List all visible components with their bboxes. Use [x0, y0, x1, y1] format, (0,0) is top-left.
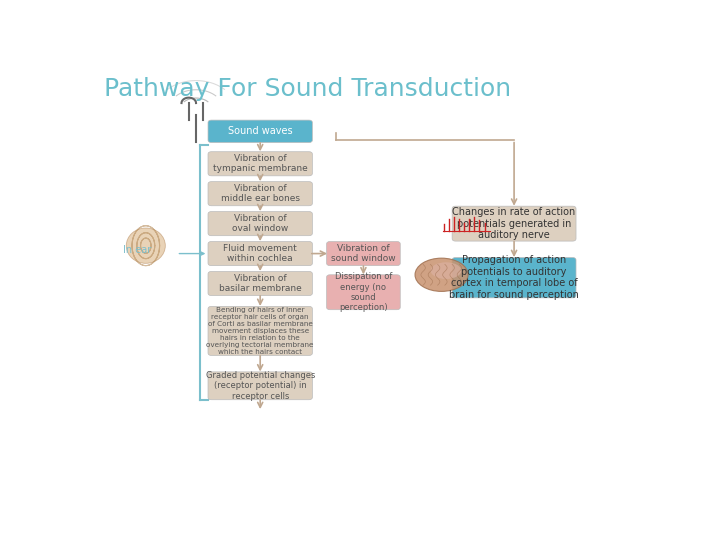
Ellipse shape	[415, 258, 468, 292]
Text: Propagation of action
potentials to auditory
cortex in temporal lobe of
brain fo: Propagation of action potentials to audi…	[449, 255, 579, 300]
FancyBboxPatch shape	[208, 181, 312, 206]
FancyBboxPatch shape	[208, 241, 312, 266]
Text: Vibration of
oval window: Vibration of oval window	[232, 214, 288, 233]
FancyBboxPatch shape	[208, 372, 312, 400]
Text: Pathway For Sound Transduction: Pathway For Sound Transduction	[104, 77, 511, 102]
FancyBboxPatch shape	[327, 275, 400, 310]
Text: Vibration of
middle ear bones: Vibration of middle ear bones	[221, 184, 300, 204]
Text: Vibration of
sound window: Vibration of sound window	[331, 244, 396, 264]
Text: In ear: In ear	[124, 245, 152, 255]
FancyBboxPatch shape	[208, 120, 312, 143]
FancyBboxPatch shape	[452, 206, 576, 241]
FancyBboxPatch shape	[208, 306, 312, 355]
Text: Vibration of
tympanic membrane: Vibration of tympanic membrane	[213, 154, 307, 173]
FancyBboxPatch shape	[452, 258, 576, 298]
Text: Dissipation of
energy (no
sound
perception): Dissipation of energy (no sound percepti…	[335, 272, 392, 312]
Ellipse shape	[126, 228, 166, 264]
Text: Fluid movement
within cochlea: Fluid movement within cochlea	[223, 244, 297, 264]
FancyBboxPatch shape	[208, 212, 312, 235]
Text: Changes in rate of action
potentials generated in
auditory nerve: Changes in rate of action potentials gen…	[452, 207, 576, 240]
Text: Vibration of
basilar membrane: Vibration of basilar membrane	[219, 274, 302, 293]
Text: Graded potential changes
(receptor potential) in
receptor cells: Graded potential changes (receptor poten…	[205, 371, 315, 401]
Text: Sound waves: Sound waves	[228, 126, 292, 136]
FancyBboxPatch shape	[208, 152, 312, 176]
Ellipse shape	[431, 262, 462, 279]
Text: Bending of hairs of inner
receptor hair cells of organ
of Corti as basilar membr: Bending of hairs of inner receptor hair …	[207, 307, 314, 355]
FancyBboxPatch shape	[208, 272, 312, 295]
FancyBboxPatch shape	[327, 241, 400, 266]
